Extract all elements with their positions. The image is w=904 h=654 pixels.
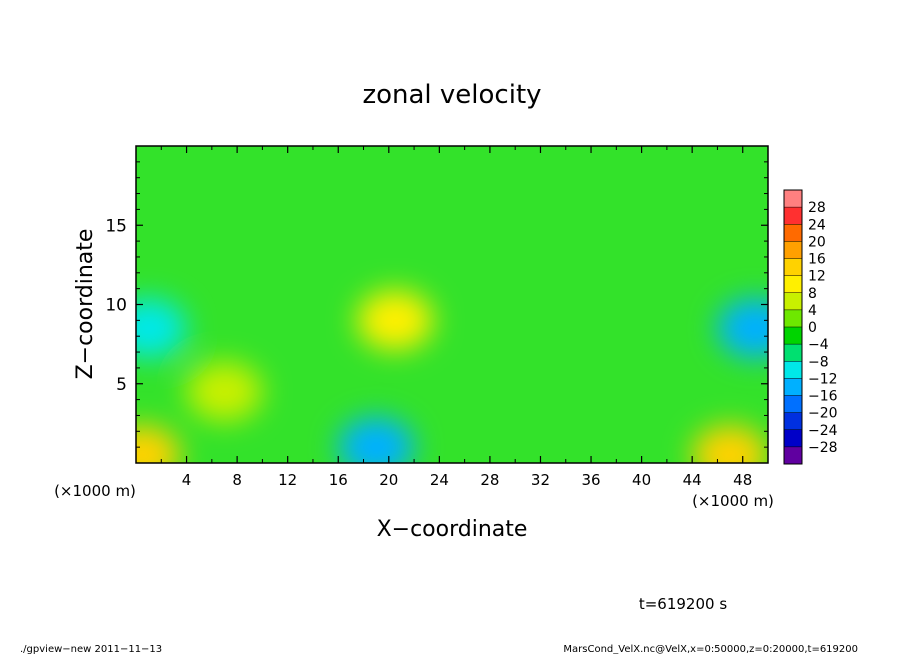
- x-tick-label: 24: [430, 471, 449, 489]
- field-features: [136, 290, 768, 463]
- colorbar-swatch: [784, 446, 802, 465]
- x-tick-label: 36: [581, 471, 600, 489]
- x-axis: 4 8 12 16 20 24 28 32 36 40 44 48: [160, 146, 752, 489]
- x-tick-label: 16: [329, 471, 348, 489]
- colorbar-swatch: [784, 429, 802, 448]
- x-tick-label: 8: [232, 471, 242, 489]
- colorbar-swatch: [784, 327, 802, 345]
- chart-title: zonal velocity: [362, 80, 541, 110]
- colorbar-swatch: [784, 395, 802, 414]
- x-units-label-right: (×1000 m): [692, 492, 774, 510]
- x-tick-label: 12: [278, 471, 297, 489]
- x-tick-label: 28: [480, 471, 499, 489]
- field-feature-6: [692, 425, 768, 463]
- colorbar-label: −8: [808, 354, 829, 370]
- colorbar-swatch: [784, 344, 802, 362]
- field-feature-1: [186, 361, 263, 422]
- colorbar-swatch: [784, 275, 802, 294]
- colorbar-swatch: [784, 224, 802, 242]
- x-tick-label: 44: [683, 471, 702, 489]
- colorbar-swatch: [784, 241, 802, 259]
- y-tick-label: 10: [105, 296, 127, 316]
- colorbar-label: −12: [808, 371, 838, 387]
- x-tick-label: 20: [379, 471, 398, 489]
- x-tick-label: 32: [531, 471, 550, 489]
- colorbar-swatch: [784, 412, 802, 431]
- y-axis: 5 10 15: [105, 161, 768, 448]
- colorbar-label: −28: [808, 440, 838, 456]
- colorbar-swatch: [784, 309, 802, 328]
- colorbar-label: 24: [808, 217, 826, 233]
- colorbar-swatch: [784, 190, 802, 208]
- field-feature-5: [136, 425, 181, 463]
- colorbar-label: 0: [808, 320, 817, 336]
- x-units-label: (×1000 m): [54, 482, 136, 500]
- field-feature-4: [717, 298, 768, 359]
- x-tick-label: 40: [632, 471, 651, 489]
- colorbar-label: 4: [808, 303, 817, 319]
- colorbar-label: 8: [808, 286, 817, 302]
- colorbar-label: −20: [808, 406, 838, 422]
- colorbar-label: −24: [808, 423, 838, 439]
- colorbar-swatch: [784, 361, 802, 379]
- footer-right: MarsCond_VelX.nc@VelX,x=0:50000,z=0:2000…: [563, 644, 858, 654]
- colorbar-label: 20: [808, 234, 826, 250]
- colorbar-label: 28: [808, 200, 826, 216]
- time-annotation: t=619200 s: [639, 595, 727, 613]
- plot-area: [136, 146, 768, 463]
- field-feature-0: [357, 290, 434, 351]
- colorbar-swatch: [784, 292, 802, 311]
- footer-left: ./gpview−new 2011−11−13: [20, 644, 162, 654]
- y-tick-label: 5: [116, 375, 127, 395]
- colorbar-label: −4: [808, 337, 829, 353]
- y-tick-label: 15: [105, 216, 127, 236]
- colorbar-label: 16: [808, 252, 826, 268]
- field-feature-2: [338, 417, 415, 463]
- colorbar-swatch: [784, 378, 802, 396]
- colorbar-label: 12: [808, 269, 826, 285]
- x-axis-label: X−coordinate: [377, 517, 528, 542]
- colorbar-swatch: [784, 258, 802, 277]
- field-feature-3: [136, 298, 187, 359]
- y-axis-label: Z−coordinate: [73, 229, 98, 380]
- colorbar-swatch: [784, 207, 802, 225]
- colorbar-label: −16: [808, 389, 838, 405]
- x-tick-label: 48: [733, 471, 752, 489]
- x-tick-label: 4: [182, 471, 192, 489]
